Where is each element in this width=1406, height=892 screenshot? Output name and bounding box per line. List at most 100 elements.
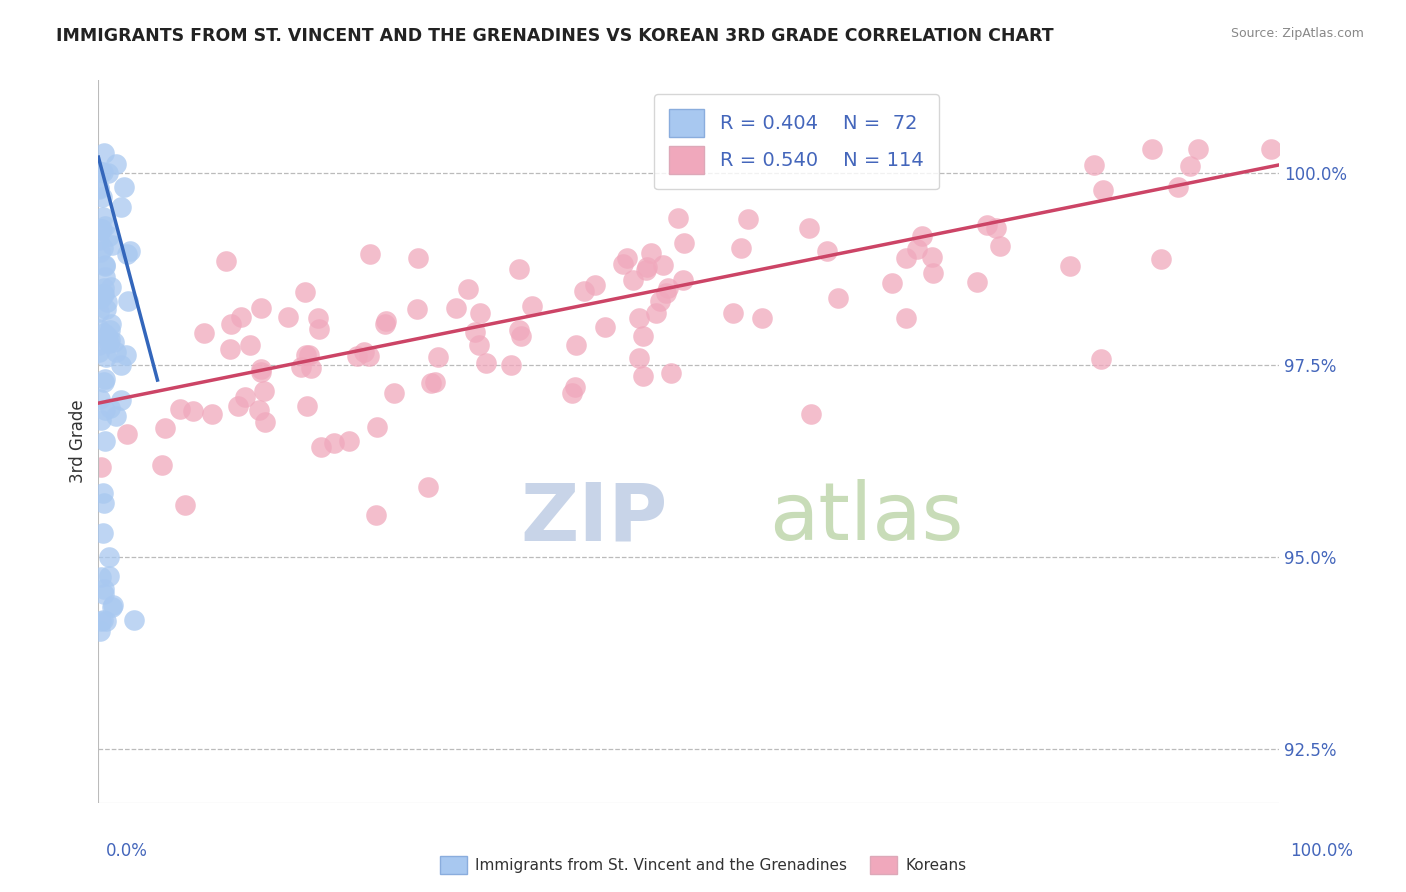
Point xyxy=(294,285,316,300)
Point xyxy=(640,246,662,260)
Point xyxy=(253,415,276,429)
Point xyxy=(655,286,678,301)
Point xyxy=(98,550,121,565)
Point xyxy=(91,526,114,541)
Point xyxy=(153,421,176,435)
Point xyxy=(89,181,111,195)
Point xyxy=(90,614,112,628)
Point xyxy=(90,569,112,583)
Point xyxy=(616,251,638,265)
Point xyxy=(423,375,446,389)
Point xyxy=(239,338,262,352)
Point xyxy=(101,598,124,612)
Point xyxy=(91,241,114,255)
Point xyxy=(215,253,238,268)
Point xyxy=(94,219,117,233)
Point xyxy=(307,310,329,325)
Point xyxy=(1140,143,1163,157)
Point xyxy=(366,508,388,522)
Point xyxy=(631,329,654,343)
Point xyxy=(104,345,127,359)
Point xyxy=(96,295,118,310)
Point xyxy=(89,338,111,352)
Point xyxy=(87,233,110,247)
Point xyxy=(90,165,112,179)
Point xyxy=(89,244,111,259)
Point xyxy=(93,582,115,596)
Point xyxy=(98,569,121,583)
Point xyxy=(911,228,934,243)
Point xyxy=(94,258,117,272)
Point xyxy=(644,306,666,320)
Point xyxy=(110,392,132,407)
Point xyxy=(201,407,224,421)
Point xyxy=(634,263,657,277)
Point xyxy=(509,329,531,343)
Point xyxy=(1091,183,1114,197)
Point xyxy=(219,317,242,331)
Point xyxy=(87,344,110,359)
Point xyxy=(737,212,759,227)
Text: atlas: atlas xyxy=(769,479,963,558)
Point xyxy=(827,291,849,305)
Point xyxy=(673,236,696,251)
Point xyxy=(100,600,122,615)
Point xyxy=(91,211,114,225)
Point xyxy=(1059,260,1081,274)
Point xyxy=(657,280,679,294)
Point xyxy=(94,371,117,385)
Point xyxy=(382,386,405,401)
Point xyxy=(628,310,651,325)
Point xyxy=(233,391,256,405)
Point xyxy=(253,384,276,398)
Point xyxy=(87,322,110,336)
Point xyxy=(1187,143,1209,157)
Point xyxy=(250,301,273,316)
Text: IMMIGRANTS FROM ST. VINCENT AND THE GRENADINES VS KOREAN 3RD GRADE CORRELATION C: IMMIGRANTS FROM ST. VINCENT AND THE GREN… xyxy=(56,27,1054,45)
Point xyxy=(359,247,381,261)
Point xyxy=(93,613,115,627)
Point xyxy=(672,273,695,287)
Point xyxy=(101,237,124,252)
Point xyxy=(751,311,773,326)
Point xyxy=(464,325,486,339)
Point xyxy=(247,403,270,417)
Point xyxy=(373,317,395,331)
Point xyxy=(219,342,242,356)
Point xyxy=(112,179,135,194)
Point xyxy=(337,434,360,448)
Point xyxy=(921,266,943,280)
Point xyxy=(226,399,249,413)
Point xyxy=(621,273,644,287)
Point xyxy=(416,480,439,494)
Point xyxy=(94,614,117,628)
Point xyxy=(93,259,115,273)
Point xyxy=(612,257,634,271)
Text: 0.0%: 0.0% xyxy=(105,842,148,860)
Point xyxy=(249,365,271,379)
Point xyxy=(93,280,115,294)
Point xyxy=(561,386,583,401)
Point xyxy=(353,345,375,359)
Point xyxy=(91,165,114,179)
Point xyxy=(93,326,115,341)
Point xyxy=(93,496,115,510)
Point xyxy=(921,250,943,264)
Point xyxy=(100,333,122,347)
Text: 100.0%: 100.0% xyxy=(1291,842,1353,860)
Point xyxy=(627,351,650,365)
Point xyxy=(97,166,120,180)
Point xyxy=(894,252,917,266)
Point xyxy=(648,293,671,308)
Point xyxy=(96,350,118,364)
Point xyxy=(593,319,616,334)
Point xyxy=(659,366,682,380)
Point xyxy=(346,349,368,363)
Point xyxy=(94,402,117,417)
Point xyxy=(174,498,197,512)
Point xyxy=(1083,157,1105,171)
Point xyxy=(298,348,321,362)
Point xyxy=(115,427,138,442)
Point xyxy=(89,392,111,406)
Point xyxy=(89,624,111,639)
